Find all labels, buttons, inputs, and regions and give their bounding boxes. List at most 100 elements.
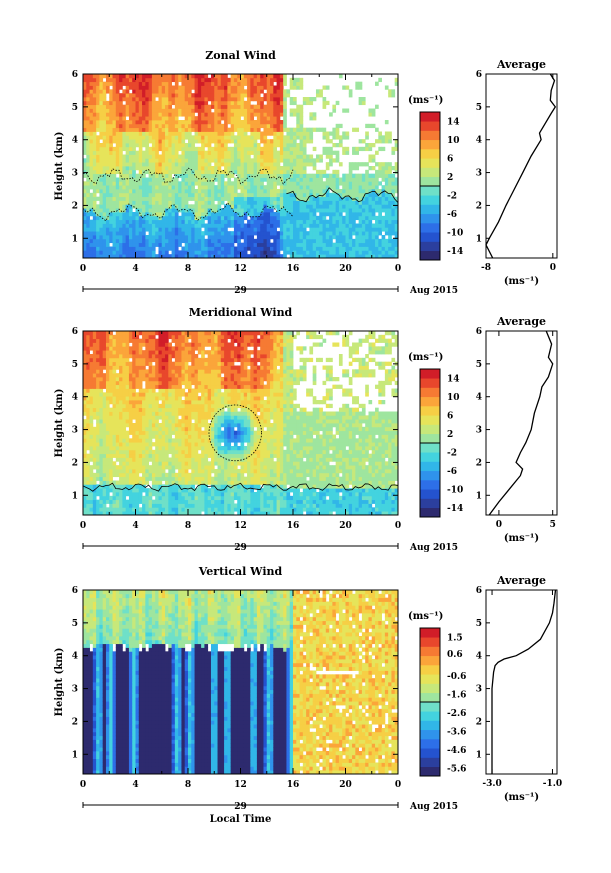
heatmap-cell bbox=[224, 166, 228, 171]
heatmap-cell bbox=[105, 369, 110, 374]
heatmap-cell bbox=[188, 150, 192, 155]
heatmap-cell bbox=[365, 189, 369, 194]
heatmap-cell bbox=[191, 81, 195, 86]
heatmap-cell bbox=[224, 112, 228, 117]
heatmap-cell bbox=[260, 97, 264, 102]
heatmap-cell bbox=[168, 77, 172, 83]
heatmap-cell bbox=[86, 465, 90, 470]
heatmap-cell bbox=[109, 135, 113, 140]
heatmap-cell bbox=[135, 488, 140, 493]
heatmap-cell bbox=[109, 74, 113, 79]
heatmap-cell bbox=[86, 104, 90, 109]
heatmap-cell bbox=[92, 476, 97, 481]
heatmap-cell bbox=[220, 158, 225, 163]
heatmap-cell bbox=[227, 196, 232, 201]
heatmap-cell bbox=[358, 238, 363, 244]
heatmap-cell bbox=[89, 158, 94, 163]
heatmap-cell bbox=[83, 120, 87, 125]
heatmap-cell bbox=[227, 200, 232, 205]
heatmap-cell bbox=[86, 484, 90, 489]
heatmap-cell bbox=[112, 503, 117, 508]
heatmap-cell bbox=[338, 208, 343, 213]
heatmap-cell bbox=[112, 396, 117, 401]
heatmap-cell bbox=[112, 342, 117, 347]
heatmap-cell bbox=[207, 200, 212, 205]
heatmap-cell bbox=[309, 246, 314, 251]
heatmap-cell bbox=[302, 215, 307, 221]
heatmap-cell bbox=[270, 204, 274, 209]
heatmap-cell bbox=[125, 373, 130, 378]
heatmap-cell bbox=[293, 212, 297, 217]
heatmap-cell bbox=[102, 365, 107, 370]
heatmap-cell bbox=[302, 166, 307, 171]
heatmap-cell bbox=[96, 238, 100, 244]
heatmap-cell bbox=[375, 127, 379, 132]
heatmap-cell bbox=[332, 104, 337, 109]
heatmap-cell bbox=[375, 235, 379, 240]
heatmap-cell bbox=[204, 127, 209, 132]
heatmap-cell bbox=[230, 139, 235, 144]
heatmap-cell bbox=[115, 123, 120, 129]
heatmap-cell bbox=[247, 127, 251, 132]
heatmap-cell bbox=[237, 93, 241, 98]
heatmap-cell bbox=[148, 457, 153, 462]
heatmap-cell bbox=[145, 480, 150, 485]
heatmap-cell bbox=[299, 246, 304, 251]
heatmap-cell bbox=[99, 77, 104, 83]
heatmap-cell bbox=[165, 100, 169, 106]
heatmap-cell bbox=[109, 246, 113, 251]
heatmap-cell bbox=[119, 104, 123, 109]
heatmap-cell bbox=[273, 123, 277, 129]
heatmap-cell bbox=[220, 112, 225, 117]
heatmap-cell bbox=[122, 196, 127, 201]
heatmap-cell bbox=[102, 373, 107, 378]
heatmap-cell bbox=[384, 169, 389, 175]
heatmap-cell bbox=[122, 166, 127, 171]
heatmap-cell bbox=[263, 177, 268, 182]
heatmap-cell bbox=[197, 254, 202, 259]
heatmap-cell bbox=[125, 131, 130, 136]
heatmap-cell bbox=[119, 484, 123, 489]
heatmap-cell bbox=[279, 104, 284, 109]
heatmap-cell bbox=[96, 361, 100, 366]
heatmap-cell bbox=[128, 208, 133, 213]
heatmap-cell bbox=[184, 189, 189, 194]
heatmap-cell bbox=[171, 223, 176, 228]
heatmap-cell bbox=[151, 511, 156, 516]
heatmap-cell bbox=[243, 158, 248, 163]
heatmap-cell bbox=[89, 166, 94, 171]
heatmap-cell bbox=[92, 93, 97, 98]
heatmap-cell bbox=[83, 507, 87, 512]
heatmap-cell bbox=[102, 196, 107, 201]
heatmap-cell bbox=[224, 192, 228, 198]
heatmap-cell bbox=[148, 365, 153, 370]
heatmap-cell bbox=[207, 231, 212, 236]
heatmap-cell bbox=[352, 185, 356, 190]
heatmap-cell bbox=[210, 135, 215, 140]
heatmap-cell bbox=[240, 81, 245, 86]
heatmap-cell bbox=[220, 192, 225, 198]
heatmap-cell bbox=[89, 246, 94, 251]
heatmap-cell bbox=[293, 158, 297, 163]
heatmap-cell bbox=[145, 85, 150, 90]
heatmap-cell bbox=[165, 154, 169, 159]
heatmap-cell bbox=[102, 438, 107, 443]
heatmap-cell bbox=[138, 208, 143, 213]
heatmap-cell bbox=[315, 173, 320, 178]
heatmap-cell bbox=[391, 227, 396, 232]
heatmap-cell bbox=[138, 338, 143, 343]
heatmap-cell bbox=[174, 235, 179, 240]
heatmap-cell bbox=[335, 123, 340, 129]
heatmap-cell bbox=[99, 196, 104, 201]
heatmap-cell bbox=[201, 135, 205, 140]
heatmap-cell bbox=[194, 177, 199, 182]
heatmap-cell bbox=[391, 219, 396, 224]
heatmap-cell bbox=[148, 354, 153, 359]
heatmap-cell bbox=[161, 89, 166, 94]
heatmap-cell bbox=[243, 235, 248, 240]
heatmap-cell bbox=[158, 143, 163, 148]
heatmap-cell bbox=[86, 373, 90, 378]
heatmap-cell bbox=[128, 377, 133, 382]
heatmap-cell bbox=[312, 219, 317, 224]
heatmap-cell bbox=[289, 143, 294, 148]
